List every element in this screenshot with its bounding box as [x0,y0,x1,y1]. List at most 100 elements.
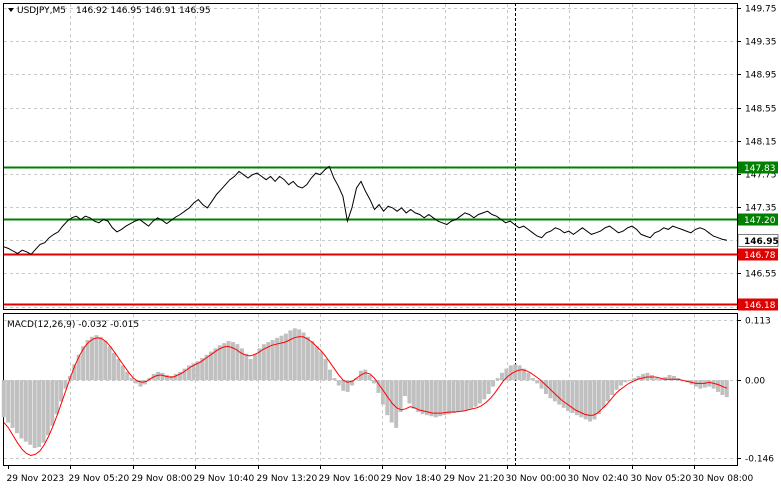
macd-bar [363,369,368,381]
macd-bar [535,380,540,384]
macd-bar [173,373,178,381]
macd-bar [301,332,306,381]
macd-bar [605,380,610,402]
macd-bar [583,380,588,420]
macd-bar [328,369,332,381]
level-badge [738,161,778,174]
level-badge [738,213,778,226]
macd-bar [204,354,209,381]
macd-bar [716,380,720,392]
macd-bar [129,378,134,381]
macd-axis: 0.113 0.00 -0.146 [737,317,774,465]
macd-bar [182,368,187,381]
macd-bar [698,380,703,389]
macd-bar [209,351,213,381]
macd-bar [654,378,659,381]
macd-bar [283,333,288,381]
price-panel-frame [3,3,738,310]
macd-bar [702,380,707,388]
macd-bar [191,363,196,381]
level-badge [738,248,778,261]
macd-bar [411,380,416,409]
macd-bar [522,368,526,381]
macd-bar [636,376,641,381]
macd-bar [530,378,535,381]
macd-bar [98,336,103,381]
macd-bar [596,380,601,415]
macd-bar [720,380,725,395]
macd-bar [544,380,548,394]
macd-bar [455,380,460,412]
macd-histogram [1,328,729,448]
macd-bar [473,380,478,407]
macd-bar [464,380,469,410]
macd-bar [54,380,59,415]
macd-bar [120,365,125,381]
macd-bar [658,379,663,381]
macd-bar [37,380,42,447]
macd-bar [592,380,597,420]
time-tick-label: 30 Nov 02:40 [568,474,629,484]
price-tick-label: 146.55 [745,270,777,280]
macd-bar [420,380,425,415]
macd-bar [707,380,712,387]
macd-bar [429,380,434,417]
macd-bar [1,380,6,418]
macd-bar [447,380,452,415]
price-tick-label: 147.75 [745,171,777,181]
price-grid [4,4,737,309]
price-tick-label: 148.15 [745,138,777,148]
macd-bar [142,380,147,385]
macd-tick-label: 0.113 [745,317,771,327]
macd-bar [187,365,191,381]
macd-bar [28,380,33,445]
macd-bar [59,380,64,402]
macd-bar [195,361,200,381]
macd-bar [314,346,319,381]
macd-bar [345,380,350,392]
macd-bar [517,365,522,381]
macd-bar [442,380,447,416]
macd-bar [561,380,566,408]
macd-bar [279,335,284,381]
macd-bar [367,374,372,381]
current-price-badge [737,234,779,247]
current-price-label: 146.95 [744,237,779,247]
dropdown-triangle-icon[interactable] [8,8,14,12]
macd-bar [235,344,240,381]
level-badge-label: 146.78 [744,251,776,261]
macd-bar [41,380,46,443]
macd-bar [557,380,562,405]
macd-bar [116,359,121,381]
macd-bar [23,380,28,442]
macd-bar [253,353,258,381]
price-badges: 147.83 147.20 146.78 146.18 146.95 [737,161,779,311]
macd-bar [231,342,235,381]
macd-bar [403,380,407,397]
macd-bar [627,380,632,382]
macd-bar [6,380,11,423]
price-line [3,165,728,255]
macd-bar [32,380,37,448]
price-tick-label: 148.95 [745,71,777,81]
macd-bar [579,380,584,418]
macd-bar [438,380,443,417]
macd-bar [81,346,86,381]
macd-bar [76,354,81,381]
macd-bar [138,380,143,387]
macd-bar [112,352,116,381]
macd-bar [389,380,394,423]
horizontal-levels[interactable] [4,166,737,306]
macd-bar [85,340,90,381]
macd-bar [460,380,465,411]
macd-bar [619,380,623,386]
ohlc-values: 146.92 146.95 146.91 146.95 [76,6,211,16]
macd-bar [724,380,729,398]
macd-bar [508,365,513,381]
macd-bar [332,378,337,381]
macd-bar [385,380,390,416]
macd-bar [601,380,606,408]
time-tick-label: 29 Nov 16:00 [319,474,380,484]
